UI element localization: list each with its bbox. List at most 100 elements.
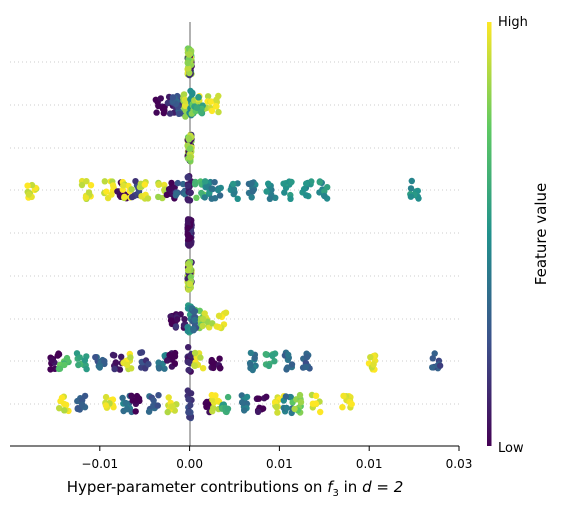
data-point	[141, 181, 148, 188]
data-point	[58, 394, 66, 401]
data-point	[187, 87, 194, 95]
data-point	[187, 402, 194, 409]
data-point	[251, 354, 258, 362]
data-point	[243, 393, 251, 401]
data-point	[265, 180, 272, 187]
data-point	[316, 189, 323, 196]
data-point	[407, 185, 415, 192]
data-point	[193, 194, 200, 201]
data-point	[191, 308, 199, 315]
data-point	[190, 325, 197, 333]
data-point	[185, 366, 192, 374]
data-point	[249, 366, 256, 374]
data-point	[150, 402, 157, 409]
data-point	[263, 188, 270, 195]
data-point	[184, 358, 191, 366]
data-point	[281, 189, 288, 196]
data-point	[155, 392, 162, 399]
data-point	[174, 316, 181, 323]
data-point	[155, 193, 162, 201]
data-point	[87, 182, 95, 189]
data-point	[302, 363, 310, 371]
data-point	[24, 182, 31, 189]
data-point	[340, 392, 347, 400]
data-point	[103, 188, 110, 195]
data-point	[241, 407, 248, 414]
data-point	[109, 351, 117, 359]
data-point	[76, 354, 84, 361]
data-point	[83, 178, 90, 185]
data-point	[216, 355, 223, 362]
data-point	[74, 397, 81, 405]
data-point	[132, 397, 140, 404]
data-point	[208, 98, 215, 105]
data-point	[201, 310, 208, 317]
data-point	[154, 402, 161, 409]
data-point	[339, 404, 346, 411]
data-point	[303, 180, 310, 187]
data-point	[153, 109, 160, 116]
data-point	[191, 181, 199, 188]
data-point	[157, 95, 164, 102]
data-point	[161, 365, 168, 372]
data-point	[138, 349, 146, 356]
data-point	[169, 403, 176, 410]
data-point	[156, 364, 163, 372]
data-point	[48, 357, 55, 364]
data-point	[185, 396, 192, 403]
data-point	[168, 179, 175, 187]
data-point	[191, 349, 199, 357]
data-point	[118, 353, 125, 360]
data-point	[312, 392, 320, 399]
data-point	[431, 350, 438, 357]
data-point	[429, 355, 436, 362]
data-point	[224, 405, 232, 412]
data-point	[429, 364, 436, 371]
x-tick-label: 0.03	[446, 457, 473, 471]
data-point	[199, 322, 206, 330]
data-point	[273, 403, 280, 411]
x-tick-label: 0.01	[356, 457, 383, 471]
data-point	[163, 191, 170, 199]
data-point	[102, 402, 110, 409]
data-point	[191, 362, 198, 369]
data-point	[109, 182, 117, 189]
data-point	[184, 267, 192, 274]
data-point	[83, 365, 90, 373]
data-point	[145, 360, 152, 368]
data-point	[247, 361, 254, 369]
data-point	[127, 354, 134, 361]
x-tick-label: 0.01	[266, 457, 293, 471]
data-point	[119, 394, 126, 402]
data-point	[255, 395, 263, 402]
data-point	[288, 361, 296, 368]
data-point	[184, 216, 192, 223]
data-point	[211, 179, 218, 186]
data-point	[229, 180, 237, 188]
data-point	[280, 180, 287, 187]
data-point	[116, 366, 124, 373]
data-point	[303, 353, 311, 361]
colorbar	[487, 22, 492, 446]
data-point	[248, 194, 255, 201]
data-point	[215, 108, 222, 116]
data-point	[285, 351, 292, 358]
data-point	[60, 400, 68, 408]
data-point	[199, 315, 207, 323]
data-point	[96, 364, 104, 371]
data-point	[186, 154, 194, 161]
data-point	[128, 193, 136, 201]
data-point	[184, 231, 191, 238]
data-point	[132, 408, 139, 415]
data-point	[317, 408, 324, 416]
data-point	[184, 65, 192, 72]
data-point	[284, 364, 291, 371]
data-point	[214, 397, 222, 404]
data-point	[271, 358, 278, 365]
data-point	[60, 407, 68, 414]
data-point	[184, 182, 192, 189]
data-point	[247, 349, 255, 357]
data-point	[288, 178, 295, 186]
data-point	[262, 351, 269, 358]
